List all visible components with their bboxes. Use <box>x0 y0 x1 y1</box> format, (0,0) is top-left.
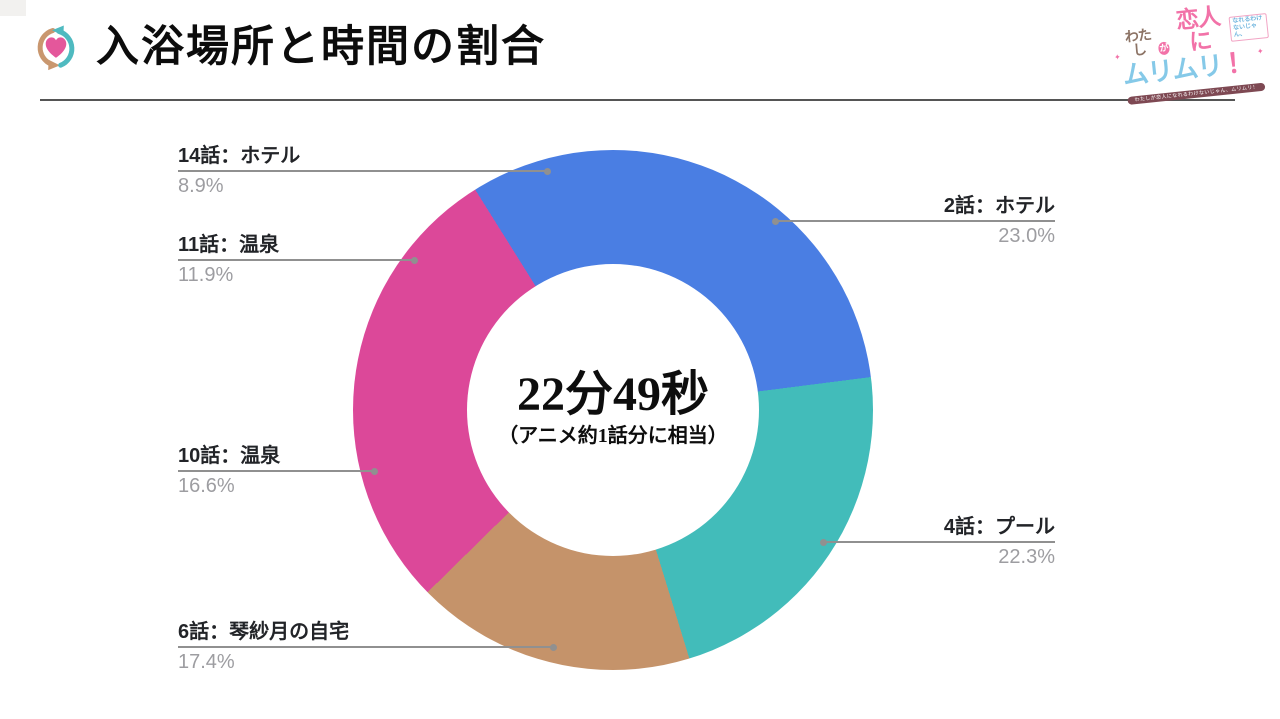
sync-heart-icon <box>37 25 75 71</box>
logo-badge-line2: ないじゃん、 <box>1232 23 1258 39</box>
callout-ep6-home: 6話：琴紗月の自宅 17.4% <box>178 619 557 674</box>
slice-label: 6話：琴紗月の自宅 <box>178 621 350 643</box>
slice-label: 10話：温泉 <box>178 445 281 467</box>
callout-ep2-hotel: 2話：ホテル 23.0% <box>772 193 1055 248</box>
callout-ep4-pool: 4話：プール 22.3% <box>820 514 1055 569</box>
slice-percent: 11.9% <box>178 264 234 286</box>
slice-label: 14話：ホテル <box>178 145 301 167</box>
logo-text-koibito: 恋人に <box>1174 2 1222 56</box>
total-time-note: （アニメ約1話分に相当） <box>498 425 728 447</box>
leader-line <box>772 217 1055 225</box>
leader-line <box>820 538 1055 546</box>
logo-text-ga: が <box>1157 41 1171 56</box>
slice-percent: 22.3% <box>998 546 1055 568</box>
header: 入浴場所と時間の割合 <box>30 20 546 76</box>
callout-ep10-onsen: 10話：温泉 16.6% <box>178 443 378 498</box>
total-time-value: 22分49秒 <box>516 368 709 421</box>
logo-text-watashi: わたし <box>1124 26 1152 59</box>
slice-label: 2話：ホテル <box>943 195 1055 217</box>
leader-dot <box>411 256 418 264</box>
leader-line <box>178 467 378 475</box>
callout-ep14-hotel: 14話：ホテル 8.9% <box>178 143 551 198</box>
leader-line <box>178 643 557 651</box>
slice-label: 11話：温泉 <box>178 234 280 256</box>
logo-text-exclamation: ！ <box>1225 46 1256 80</box>
corner-artifact <box>0 0 26 16</box>
donut-chart-area: 22分49秒 （アニメ約1話分に相当） 14話：ホテル 8.9% 11話：温泉 … <box>0 110 1280 719</box>
logo-badge: なれるわけ ないじゃん、 <box>1228 13 1269 42</box>
callout-ep11-onsen: 11話：温泉 11.9% <box>178 232 418 287</box>
leader-line <box>178 167 551 175</box>
header-divider <box>40 99 1235 101</box>
slice-label: 4話：プール <box>943 516 1055 538</box>
leader-dot <box>820 538 827 546</box>
leader-dot <box>550 643 557 651</box>
slice-percent: 16.6% <box>178 475 235 497</box>
leader-dot <box>544 167 551 175</box>
logo-tagline: わたしが恋人になれるわけないじゃん、ムリムリ！ <box>1127 82 1266 105</box>
sparkle-icon: ✦ <box>1113 52 1122 63</box>
sparkle-icon: ✦ <box>1256 46 1265 57</box>
slice-percent: 8.9% <box>178 175 224 197</box>
donut-hole <box>467 264 759 556</box>
slice-percent: 17.4% <box>178 651 235 673</box>
leader-dot <box>772 217 779 225</box>
slice-percent: 23.0% <box>998 225 1055 247</box>
chart-center-label: 22分49秒 （アニメ約1話分に相当） <box>453 368 773 450</box>
leader-dot <box>371 467 378 475</box>
leader-line <box>178 256 418 264</box>
series-logo: ✦ わたし が 恋人に なれるわけ ないじゃん、 ムリムリ ！ ✦ わたしが恋人… <box>1110 0 1274 105</box>
page-title: 入浴場所と時間の割合 <box>96 24 546 71</box>
